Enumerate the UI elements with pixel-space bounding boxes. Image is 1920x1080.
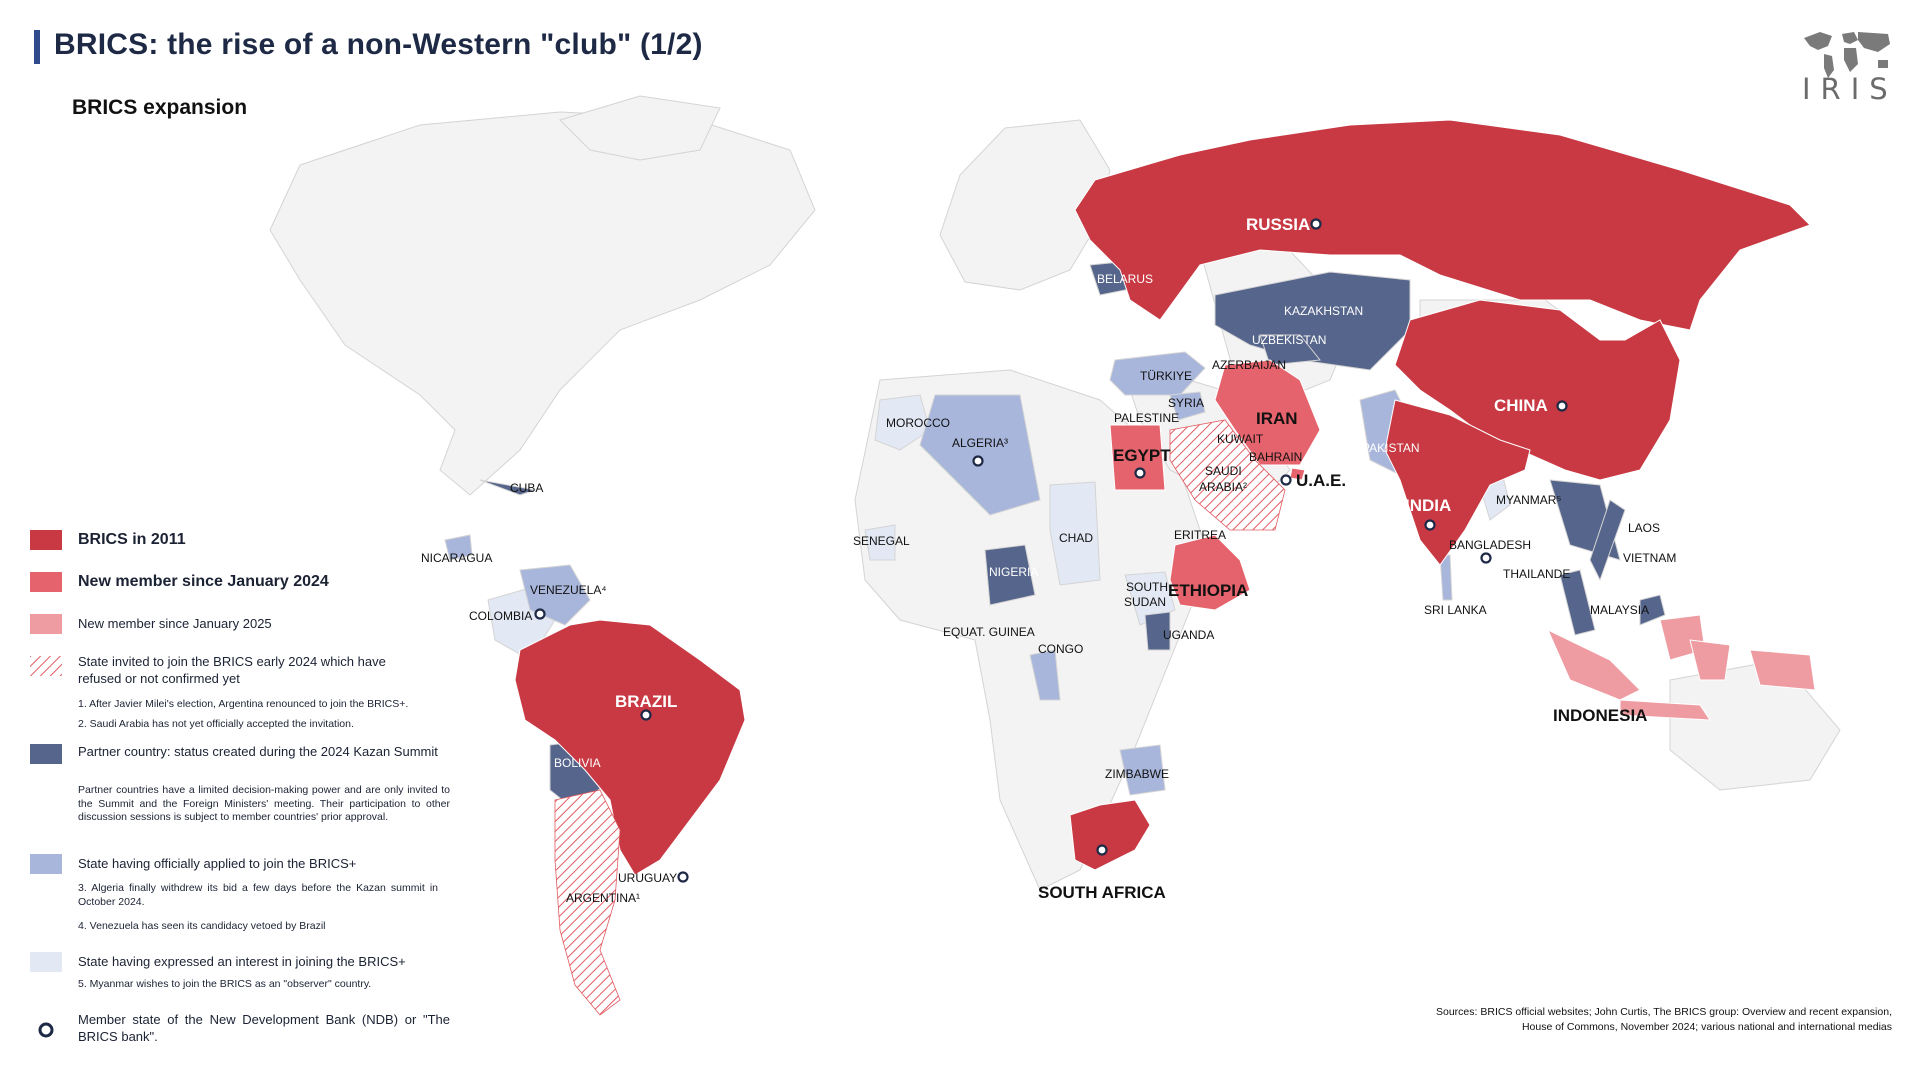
ndb-marker-uae: [1280, 474, 1292, 486]
legend-label-applied: State having officially applied to join …: [78, 856, 357, 871]
label-vietnam: VIETNAM: [1623, 551, 1676, 565]
label-china: CHINA: [1494, 396, 1548, 415]
title-accent-bar: [34, 30, 40, 64]
label-brazil: BRAZIL: [615, 692, 677, 711]
label-chad: CHAD: [1059, 531, 1093, 545]
legend-label-member-2024: New member since January 2024: [78, 573, 329, 590]
label-russia: RUSSIA: [1246, 215, 1310, 234]
label-nicaragua: NICARAGUA: [421, 551, 492, 565]
label-uruguay: URUGUAY: [618, 871, 677, 885]
label-pakistan: PAKISTAN: [1362, 441, 1420, 455]
label-kazakhstan: KAZAKHSTAN: [1284, 304, 1363, 318]
map-subtitle: BRICS expansion: [72, 96, 248, 119]
legend-swatch-member-2025: [30, 614, 62, 634]
label-sri-lanka: SRI LANKA: [1424, 603, 1487, 617]
legend-swatch-invited: [30, 656, 62, 676]
legend-swatch-interest: [30, 952, 62, 972]
legend-swatch-applied: [30, 854, 62, 874]
label-azerbaijan: AZERBAIJAN: [1212, 358, 1286, 372]
ndb-marker-russia: [1310, 218, 1322, 230]
ndb-marker-brazil: [640, 709, 652, 721]
brics-2011-countries: [514, 119, 1811, 876]
label-south-sudan-line1: SOUTH: [1126, 580, 1168, 594]
label-south-sudan-line2: SUDAN: [1124, 595, 1166, 609]
legend-note-5: 5. Myanmar wishes to join the BRICS as a…: [78, 978, 372, 990]
ndb-marker-south-africa: [1096, 844, 1108, 856]
label-bahrain: BAHRAIN: [1249, 450, 1302, 464]
label-cuba: CUBA: [510, 481, 543, 495]
label-india: INDIA: [1405, 496, 1451, 515]
legend-label-partner: Partner country: status created during t…: [78, 744, 438, 759]
label-thailande: THAILANDE: [1503, 567, 1570, 581]
ndb-marker-bangladesh: [1480, 552, 1492, 564]
invited-countries: [554, 419, 1286, 1016]
member-2024-countries: [1109, 359, 1321, 611]
legend-note-1: 1. After Javier Milei's election, Argent…: [78, 698, 409, 710]
label-egypt: EGYPT: [1113, 446, 1171, 465]
sources-line-2: House of Commons, November 2024; various…: [1521, 1020, 1892, 1033]
legend-label-invited: State invited to join the BRICS early 20…: [78, 654, 386, 686]
page-title: BRICS: the rise of a non-Western "club" …: [54, 28, 703, 61]
label-zimbabwe: ZIMBABWE: [1105, 767, 1169, 781]
label-malaysia: MALAYSIA: [1590, 603, 1649, 617]
legend-note-2: 2. Saudi Arabia has not yet officially a…: [78, 718, 354, 730]
legend-note-3: 3. Algeria finally withdrew its bid a fe…: [78, 882, 438, 908]
label-saudi-arabia-line2: ARABIA²: [1199, 480, 1247, 494]
sources-line-1: Sources: BRICS official websites; John C…: [1436, 1006, 1892, 1018]
label-algeria: ALGERIA³: [952, 436, 1008, 450]
label-nigeria: NIGERIA: [989, 565, 1038, 579]
legend-swatch-brics-2011: [30, 530, 62, 550]
label-turkiye: TÜRKIYE: [1140, 369, 1192, 383]
label-laos: LAOS: [1628, 521, 1660, 535]
label-myanmar: MYANMAR⁵: [1496, 493, 1561, 507]
legend-note-4: 4. Venezuela has seen its candidacy veto…: [78, 920, 326, 932]
legend-note-partner: Partner countries have a limited decisio…: [78, 784, 450, 824]
ndb-marker-china: [1556, 400, 1568, 412]
member-2025-countries: [1546, 614, 1816, 721]
label-bangladesh: BANGLADESH: [1449, 538, 1531, 552]
label-indonesia: INDONESIA: [1553, 706, 1647, 725]
ndb-marker-uruguay: [677, 871, 689, 883]
legend-label-member-2025: New member since January 2025: [78, 616, 272, 631]
label-ethiopia: ETHIOPIA: [1168, 581, 1248, 600]
ndb-marker-india: [1424, 519, 1436, 531]
label-equat-guinea: EQUAT. GUINEA: [943, 625, 1035, 639]
label-argentina: ARGENTINA¹: [566, 891, 640, 905]
label-iran: IRAN: [1256, 409, 1298, 428]
ndb-markers: [534, 218, 1568, 883]
label-uae: U.A.E.: [1296, 471, 1346, 490]
ndb-marker-colombia: [534, 608, 546, 620]
sources: Sources: BRICS official websites; John C…: [1372, 1005, 1892, 1034]
logo-text: IRIS: [1802, 72, 1898, 106]
label-syria: SYRIA: [1168, 396, 1204, 410]
label-morocco: MOROCCO: [886, 416, 950, 430]
legend-swatch-partner: [30, 744, 62, 764]
label-colombia: COLOMBIA: [469, 609, 532, 623]
world-map-icon: [1804, 32, 1890, 78]
label-kuwait: KUWAIT: [1217, 432, 1264, 446]
legend-label-ndb: Member state of the New Development Bank…: [78, 1012, 450, 1044]
ndb-marker-algeria: [972, 455, 984, 467]
legend-label-brics-2011: BRICS in 2011: [78, 531, 186, 548]
label-uzbekistan: UZBEKISTAN: [1252, 333, 1326, 347]
label-senegal: SENEGAL: [853, 534, 910, 548]
label-bolivia: BOLIVIA: [554, 756, 601, 770]
label-palestine: PALESTINE: [1114, 411, 1179, 425]
label-south-africa: SOUTH AFRICA: [1038, 883, 1166, 902]
legend-swatch-member-2024: [30, 572, 62, 592]
label-belarus: BELARUS: [1097, 272, 1153, 286]
label-venezuela: VENEZUELA⁴: [530, 583, 607, 597]
country-labels: RUSSIA CHINA INDIA BRAZIL SOUTH AFRICA I…: [421, 215, 1676, 905]
label-eritrea: ERITREA: [1174, 528, 1226, 542]
label-congo: CONGO: [1038, 642, 1083, 656]
ndb-marker-egypt: [1134, 467, 1146, 479]
label-uganda: UGANDA: [1163, 628, 1214, 642]
label-saudi-arabia-line1: SAUDI: [1205, 464, 1242, 478]
legend-ndb-marker-icon: [38, 1022, 54, 1038]
legend-label-interest: State having expressed an interest in jo…: [78, 954, 406, 969]
